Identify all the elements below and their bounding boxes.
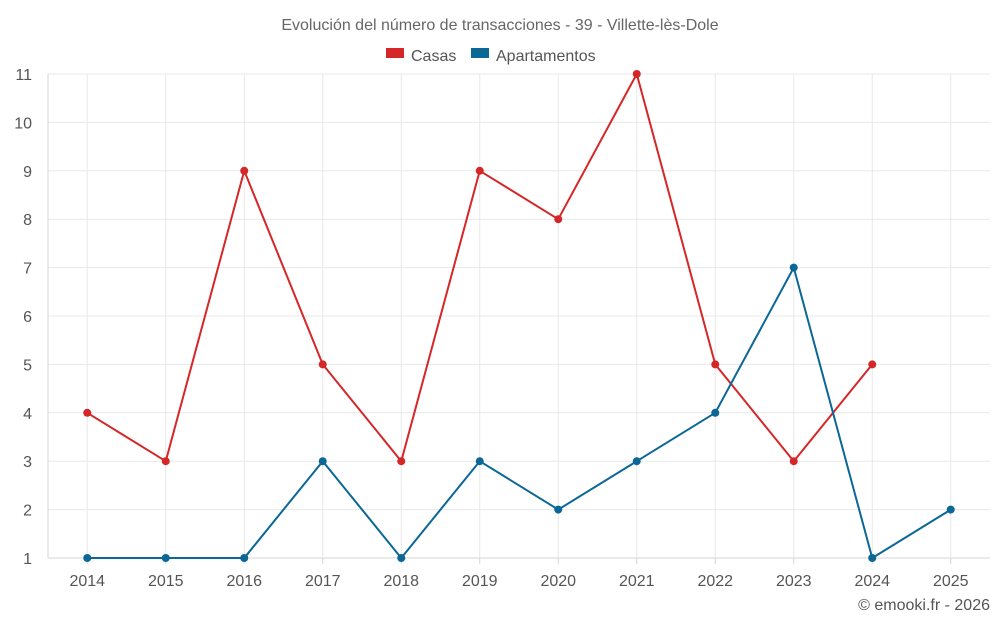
data-point-apartamentos[interactable] bbox=[318, 457, 327, 466]
data-point-casas[interactable] bbox=[789, 457, 798, 466]
x-tick-label: 2023 bbox=[776, 573, 812, 590]
data-point-apartamentos[interactable] bbox=[397, 554, 406, 562]
data-point-casas[interactable] bbox=[554, 215, 563, 224]
series-line-apartamentos bbox=[86, 266, 952, 559]
y-tick-label: 4 bbox=[23, 406, 32, 423]
data-point-apartamentos[interactable] bbox=[711, 408, 720, 417]
y-tick-label: 5 bbox=[23, 357, 32, 374]
x-tick-label: 2024 bbox=[854, 573, 890, 590]
x-tick-label: 2014 bbox=[69, 573, 105, 590]
data-point-casas[interactable] bbox=[83, 408, 92, 417]
legend-swatch-apartamentos bbox=[471, 48, 489, 58]
legend-item-apartamentos[interactable]: Apartamentos bbox=[471, 48, 596, 65]
y-tick-label: 3 bbox=[23, 454, 32, 471]
data-point-casas[interactable] bbox=[161, 457, 170, 466]
data-point-apartamentos[interactable] bbox=[240, 554, 249, 562]
y-tick-label: 11 bbox=[15, 67, 32, 84]
data-point-apartamentos[interactable] bbox=[632, 457, 641, 466]
y-tick-label: 8 bbox=[23, 212, 32, 229]
chart-title: Evolución del número de transacciones - … bbox=[281, 17, 718, 34]
x-tick-label: 2021 bbox=[619, 573, 655, 590]
data-point-apartamentos[interactable] bbox=[161, 554, 170, 562]
legend-label-apartamentos: Apartamentos bbox=[496, 48, 596, 65]
x-tick-label: 2022 bbox=[697, 573, 733, 590]
data-point-casas[interactable] bbox=[240, 166, 249, 175]
credit-text: © emooki.fr - 2026 bbox=[858, 597, 990, 614]
y-tick-label: 7 bbox=[23, 261, 32, 278]
legend-label-casas: Casas bbox=[411, 48, 456, 65]
x-tick-label: 2015 bbox=[148, 573, 184, 590]
legend: Casas Apartamentos bbox=[386, 48, 596, 65]
y-tick-label: 2 bbox=[23, 503, 32, 520]
legend-item-casas[interactable]: Casas bbox=[386, 48, 456, 65]
data-point-casas[interactable] bbox=[711, 360, 720, 369]
data-point-casas[interactable] bbox=[397, 457, 406, 466]
y-tick-label: 10 bbox=[14, 115, 32, 132]
x-tick-label: 2017 bbox=[305, 573, 341, 590]
y-tick-label: 9 bbox=[23, 164, 32, 181]
x-tick-label: 2019 bbox=[462, 573, 498, 590]
legend-swatch-casas bbox=[386, 48, 404, 58]
points-layer bbox=[83, 70, 955, 562]
axes: 1 2 3 4 5 6 7 8 9 10 11 2014 2015 2016 2017 2018 2019 202… bbox=[14, 67, 990, 590]
data-point-apartamentos[interactable] bbox=[475, 457, 484, 466]
x-tick-label: 2025 bbox=[933, 573, 969, 590]
data-point-apartamentos[interactable] bbox=[83, 554, 92, 562]
data-point-casas[interactable] bbox=[632, 70, 641, 78]
data-point-apartamentos[interactable] bbox=[554, 505, 563, 514]
data-point-apartamentos[interactable] bbox=[868, 554, 877, 562]
x-tick-label: 2016 bbox=[226, 573, 262, 590]
data-point-casas[interactable] bbox=[868, 360, 877, 369]
data-point-apartamentos[interactable] bbox=[946, 505, 955, 514]
data-point-casas[interactable] bbox=[318, 360, 327, 369]
data-point-casas[interactable] bbox=[475, 166, 484, 175]
data-point-apartamentos[interactable] bbox=[789, 263, 798, 272]
x-tick-label: 2020 bbox=[540, 573, 576, 590]
y-tick-label: 1 bbox=[23, 551, 32, 568]
x-tick-label: 2018 bbox=[383, 573, 419, 590]
y-tick-label: 6 bbox=[23, 309, 32, 326]
